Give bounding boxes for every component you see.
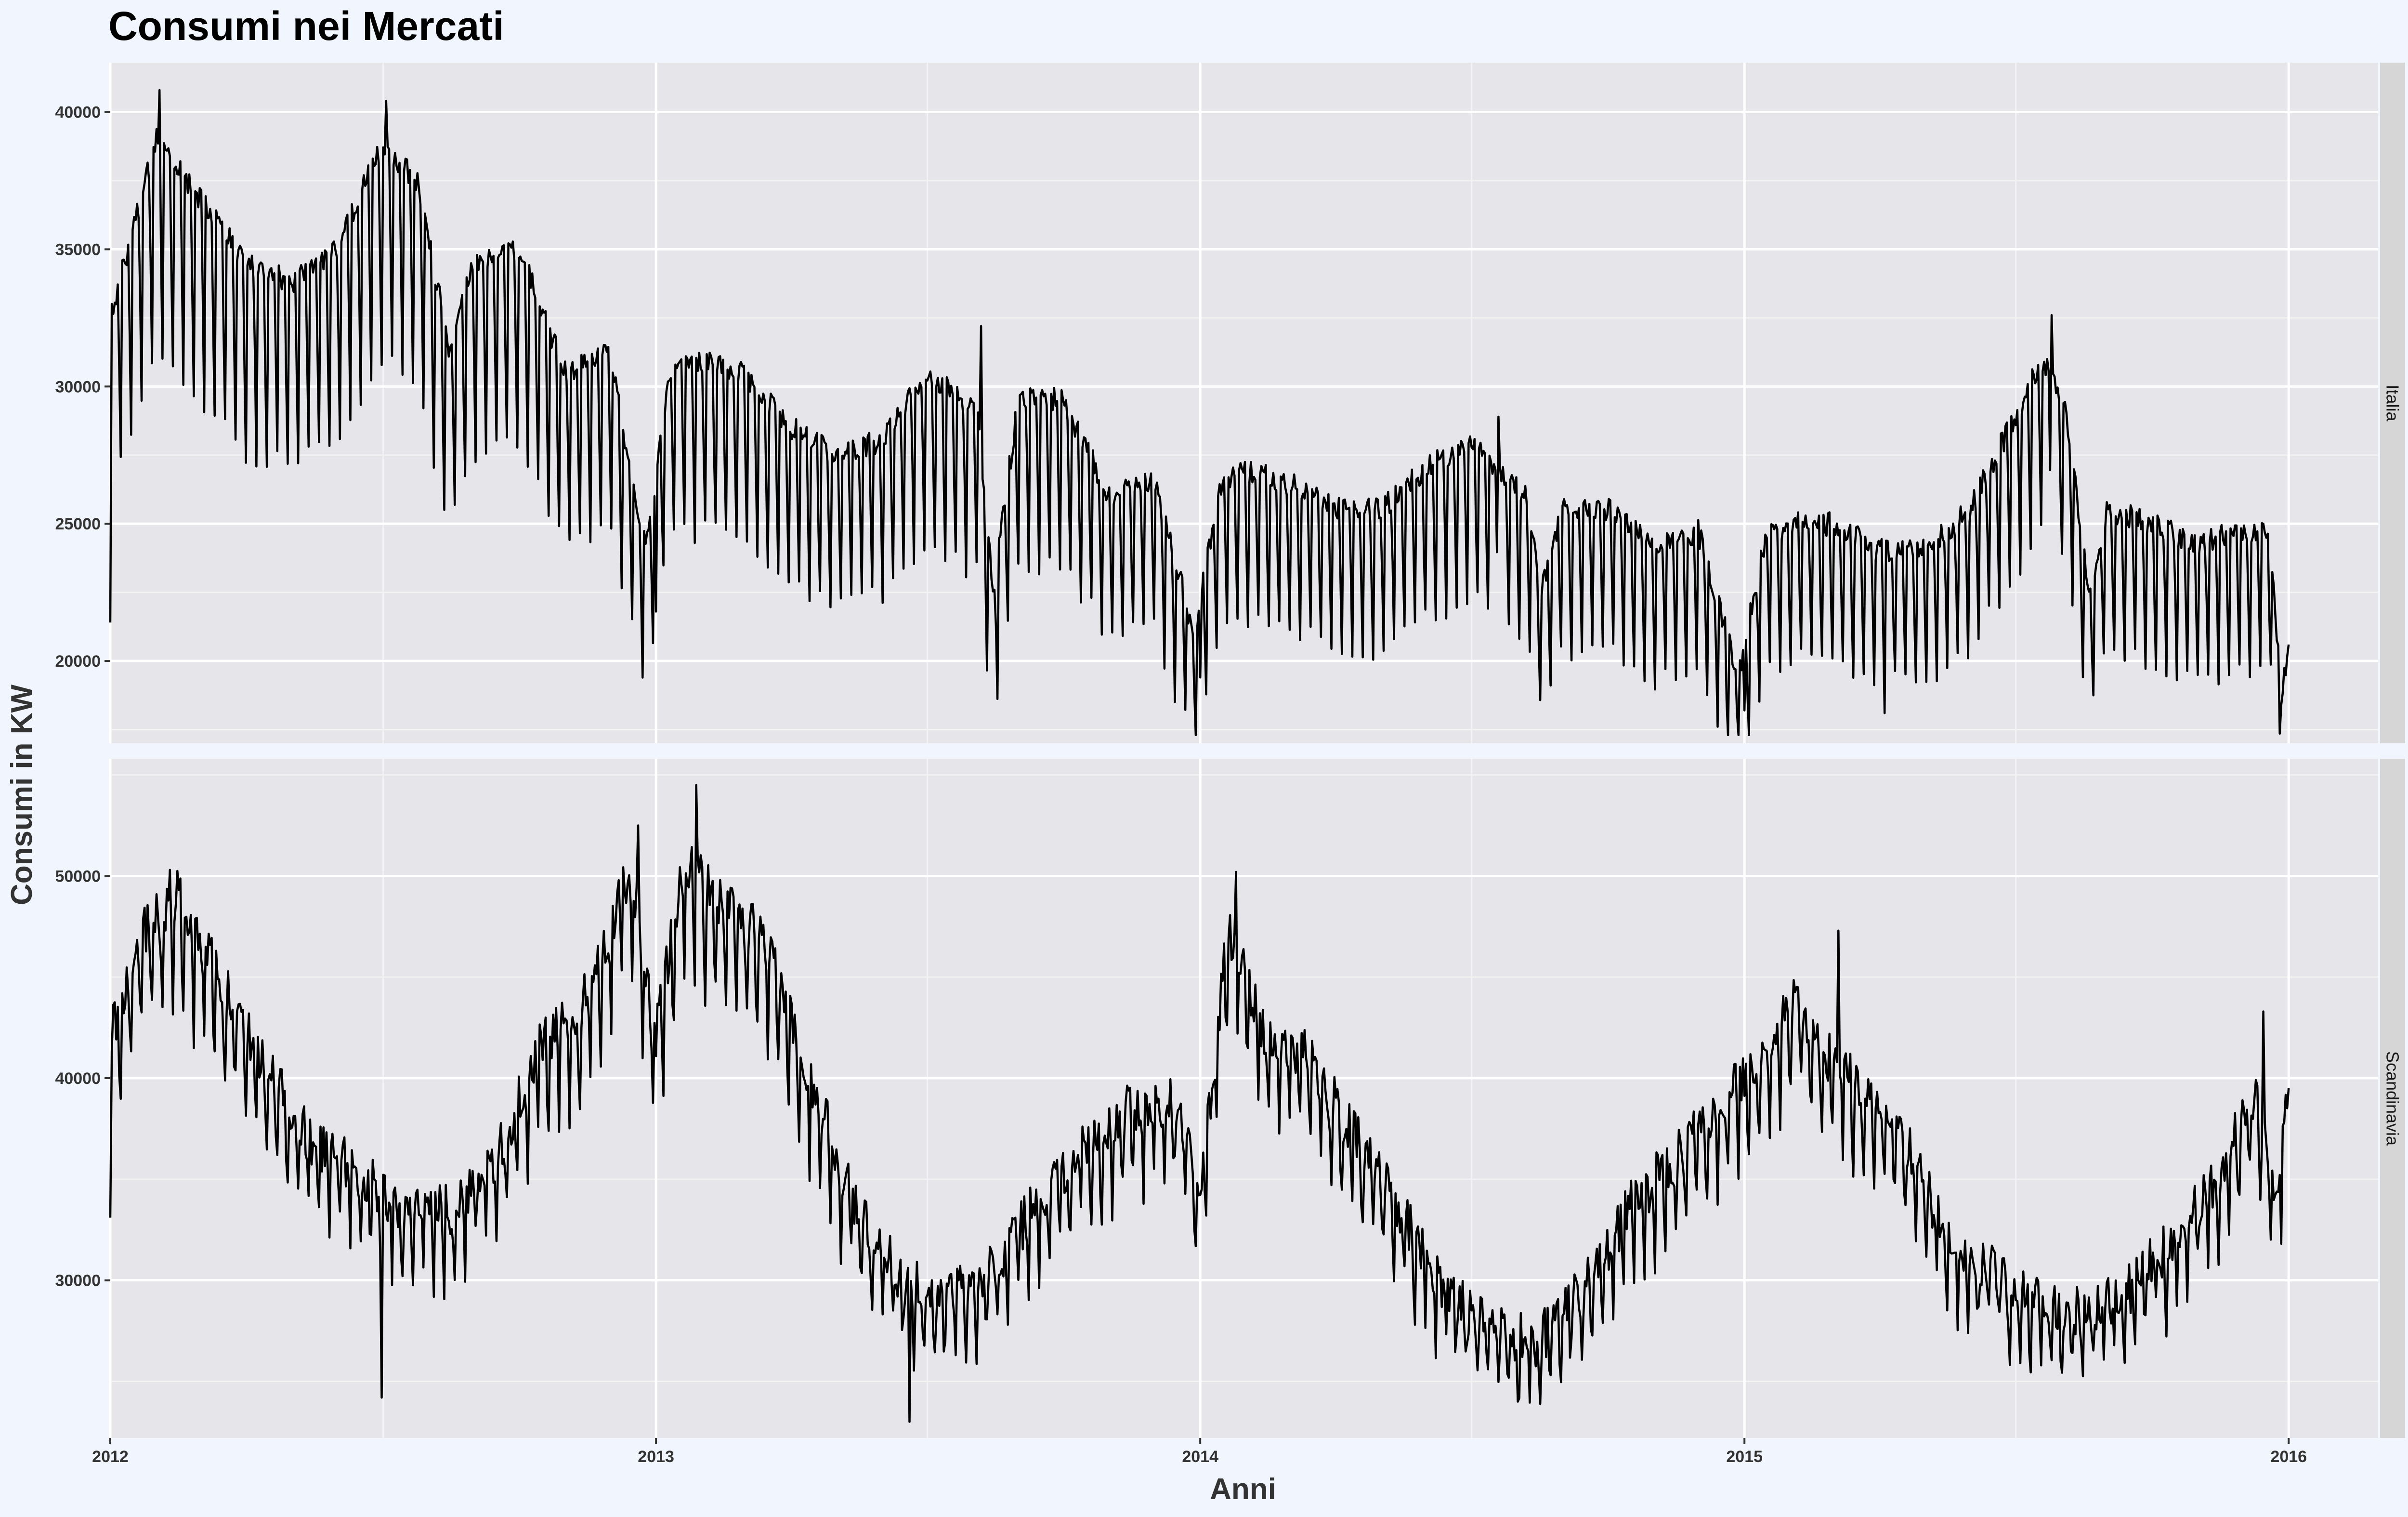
y-tick-label: 40000 [55, 1069, 101, 1088]
x-axis-title: Anni [1210, 1473, 1276, 1506]
y-tick-label: 30000 [55, 378, 101, 396]
x-tick-label: 2014 [1182, 1448, 1218, 1466]
strip-label: Scandinavia [2383, 1051, 2403, 1146]
facet-panel-scandinavia: 30000 40000 50000 Scandinavia [55, 759, 2405, 1438]
y-tick-label: 50000 [55, 867, 101, 885]
series-line [109, 89, 2290, 737]
y-axis-title: Consumi in KW [5, 684, 39, 905]
y-tick-label: 20000 [55, 652, 101, 671]
y-tick-label: 30000 [55, 1272, 101, 1290]
x-tick-label: 2013 [638, 1448, 674, 1466]
x-tick-label: 2015 [1726, 1448, 1763, 1466]
series-line-path [109, 89, 2290, 737]
y-tick-label: 35000 [55, 240, 101, 259]
x-tick-label: 2016 [2270, 1448, 2307, 1466]
chart-title: Consumi nei Mercati [108, 3, 504, 49]
gridlines [109, 759, 2378, 1438]
strip-background [2380, 759, 2405, 1438]
strip-background [2380, 63, 2405, 743]
facet-panel-italia: 20000 25000 30000 35000 40000 Italia [55, 63, 2405, 743]
y-tick-label: 40000 [55, 104, 101, 122]
series-line [109, 784, 2290, 1423]
y-axis: 30000 40000 50000 [55, 867, 110, 1290]
series-line-path [109, 784, 2290, 1423]
panel-background [110, 63, 2378, 743]
x-axis: 2012 2013 2014 2015 2016 [92, 1438, 2307, 1466]
panel-background [110, 759, 2378, 1438]
y-axis: 20000 25000 30000 35000 40000 [55, 104, 110, 671]
strip-label: Italia [2383, 384, 2403, 422]
x-tick-label: 2012 [92, 1448, 129, 1466]
y-tick-label: 25000 [55, 515, 101, 533]
